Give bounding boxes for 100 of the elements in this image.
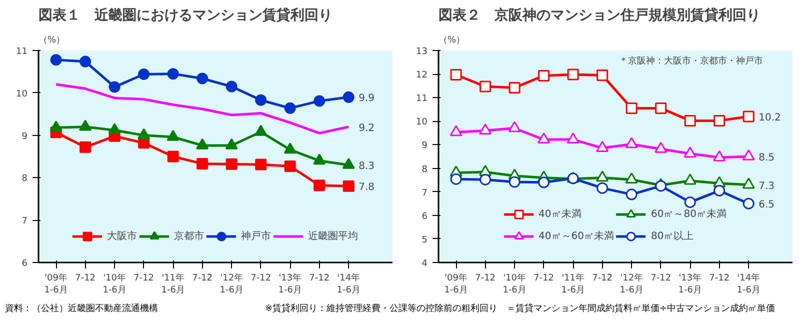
point	[654, 142, 668, 153]
point	[254, 124, 268, 136]
text: ※賃貸利回り：維持管理経費・公課等の控除前の粗利回り ＝賃貸マンション年間成約賃料㎡単価÷中古マンション成約㎡単価	[265, 303, 776, 316]
data-label: 6.5	[758, 200, 775, 211]
point	[684, 196, 696, 208]
point	[50, 54, 62, 66]
point	[655, 102, 667, 114]
point	[79, 120, 92, 131]
point	[508, 176, 520, 188]
y-tick-label: 5	[422, 235, 428, 246]
x-tick-label: '13年 1-6月	[278, 272, 302, 296]
point	[742, 149, 755, 160]
chart-title: 図表２ 京阪神のマンション住戸規模別賃貸利回り	[438, 6, 760, 24]
y-tick-label: 8	[422, 164, 428, 175]
point	[625, 172, 638, 184]
y-tick-label: 6	[422, 212, 428, 222]
point	[284, 160, 296, 172]
point	[538, 132, 550, 144]
x-tick-label: '09年 1-6月	[44, 272, 68, 296]
line-series	[54, 83, 350, 134]
y-tick-label: 10	[16, 89, 28, 100]
point	[450, 173, 462, 185]
legend-label: 大阪市	[107, 230, 137, 243]
data-label: 9.2	[358, 122, 375, 134]
legend-label: 40㎡～60㎡未満	[538, 230, 614, 243]
y-tick-label: 4	[422, 259, 428, 269]
data-label: 10.2	[758, 112, 781, 124]
x-tick-label: '12年 1-6月	[220, 272, 244, 296]
x-tick-label: '11年 1-6月	[161, 272, 185, 296]
point	[225, 138, 238, 150]
point	[196, 158, 208, 170]
point	[508, 82, 520, 94]
chart-title: 図表１ 近畿圏におけるマンション賃貸利回り	[38, 6, 332, 24]
point	[655, 180, 667, 192]
legend-label: 神戸市	[241, 230, 271, 243]
point	[284, 102, 296, 114]
data-label: 9.9	[358, 93, 375, 104]
y-tick-label: 7	[22, 216, 28, 227]
legend-label: 40㎡未満	[538, 208, 582, 221]
point	[566, 132, 580, 144]
y-tick-label: 13	[416, 47, 428, 57]
y-tick-label: 11	[416, 94, 428, 104]
point	[596, 140, 609, 152]
x-tick-label: 7-12	[192, 274, 213, 284]
y-tick-label: 7	[422, 188, 428, 198]
x-tick-label: '12年 1-6月	[620, 272, 644, 296]
x-tick-label: 7-12	[134, 274, 154, 284]
point	[226, 158, 238, 170]
point	[625, 137, 638, 148]
point	[713, 150, 726, 162]
point	[596, 182, 608, 194]
point	[342, 91, 354, 103]
point	[684, 114, 696, 126]
data-label: 8.3	[358, 160, 375, 172]
point	[684, 174, 696, 185]
point	[167, 150, 179, 162]
y-tick-label: 9	[422, 141, 428, 152]
x-tick-label: '14年 1-6月	[736, 272, 760, 296]
point	[596, 69, 608, 81]
point	[342, 158, 355, 169]
point	[480, 80, 492, 92]
point	[80, 141, 92, 153]
y-axis-title: （%）	[438, 36, 466, 46]
point	[596, 170, 609, 182]
point	[196, 138, 209, 150]
point	[626, 102, 638, 114]
y-tick-label: 8	[22, 174, 28, 184]
point	[284, 142, 296, 154]
x-tick-label: 7-12	[534, 274, 554, 284]
point	[255, 94, 267, 106]
point	[538, 70, 550, 82]
point	[742, 198, 754, 210]
y-tick-label: 12	[416, 70, 428, 81]
y-tick-label: 11	[16, 47, 28, 57]
x-tick-label: 7-12	[592, 274, 613, 284]
point	[314, 95, 326, 107]
point	[314, 180, 326, 192]
x-tick-label: 7-12	[650, 274, 672, 284]
x-tick-label: '10年 1-6月	[502, 272, 526, 296]
x-tick-label: 7-12	[250, 274, 272, 284]
point	[167, 68, 179, 80]
x-tick-label: '14年 1-6月	[336, 272, 360, 296]
point	[480, 174, 492, 186]
point	[450, 125, 462, 136]
point	[538, 176, 550, 188]
point	[714, 184, 726, 196]
x-tick-label: 7-12	[709, 274, 730, 284]
y-tick-label: 10	[416, 118, 428, 128]
data-label: 8.5	[758, 152, 775, 164]
point	[508, 121, 521, 132]
point	[80, 56, 92, 68]
point	[313, 154, 326, 165]
point	[138, 68, 150, 80]
data-label: 7.3	[758, 180, 775, 192]
x-tick-label: 7-12	[475, 274, 496, 284]
point	[567, 68, 579, 80]
text: 資料：（公社）近畿圏不動産流通機構	[5, 303, 158, 316]
x-tick-label: '11年 1-6月	[561, 272, 585, 296]
x-tick-label: '13年 1-6月	[678, 272, 702, 296]
legend-label: 近畿圏平均	[308, 230, 358, 243]
